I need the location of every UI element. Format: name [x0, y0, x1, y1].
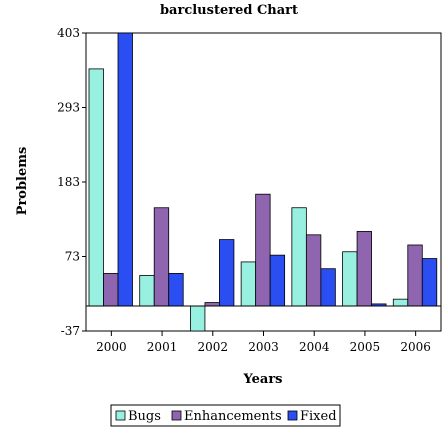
y-axis-title: Problems [15, 147, 30, 216]
x-axis-title: Years [242, 372, 282, 387]
bar [204, 302, 220, 307]
bar [103, 273, 119, 307]
bar [219, 239, 235, 307]
bar [117, 32, 133, 307]
bar [320, 268, 336, 307]
bar [255, 193, 271, 307]
bar [190, 305, 206, 332]
bar [240, 261, 257, 307]
legend-swatch [171, 410, 182, 421]
plot-area: 403 293 183 73 -37 2000 2001 2002 2003 2004 2005 20… [57, 26, 442, 354]
x-tick-label: 2001 [147, 340, 178, 354]
x-tick-label: 2005 [350, 340, 381, 354]
x-tick-label: 2003 [248, 340, 279, 354]
bar [305, 234, 322, 307]
bar [88, 68, 104, 307]
bar [356, 231, 372, 307]
x-tick-label: 2002 [198, 340, 229, 354]
y-tick-label: -37 [61, 324, 80, 338]
bar [139, 275, 155, 307]
bar [342, 251, 358, 307]
x-tick-label: 2004 [299, 340, 330, 354]
legend-label: Bugs [128, 409, 161, 424]
bar [392, 298, 409, 307]
x-tick-label: 2006 [400, 340, 431, 354]
y-tick-label: 73 [65, 250, 80, 264]
bar [291, 207, 307, 307]
bar [269, 254, 286, 307]
legend-swatch [287, 410, 298, 421]
legend-box [110, 404, 341, 427]
y-tick-label: 403 [57, 26, 80, 40]
bar [407, 244, 423, 307]
legend-label: Fixed [300, 409, 337, 424]
bar [168, 273, 184, 307]
y-tick-label: 293 [57, 101, 80, 115]
legend-swatch [115, 410, 126, 421]
chart-title: barclustered Chart [160, 3, 298, 18]
bar [153, 207, 170, 307]
bar [421, 258, 438, 307]
legend-label: Enhancements [184, 409, 282, 424]
x-tick-label: 2000 [96, 340, 127, 354]
y-tick-label: 183 [57, 175, 80, 189]
legend: Bugs Enhancements Fixed [110, 404, 341, 427]
